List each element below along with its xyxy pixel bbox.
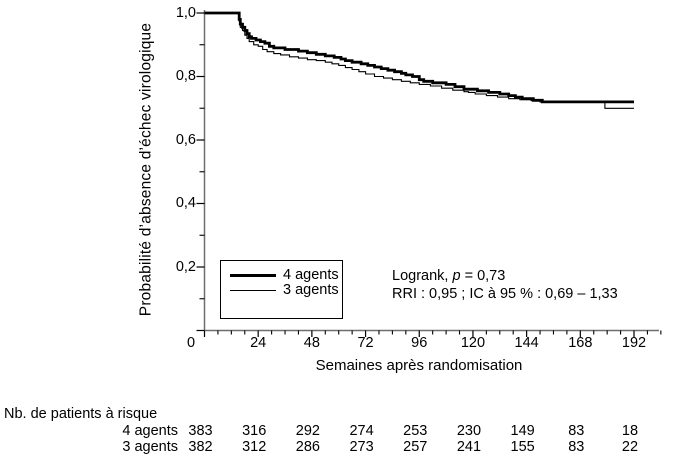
risk-count: 274 [349, 423, 374, 439]
legend-thin-line-swatch [230, 290, 276, 291]
logrank-line: Logrank, p = 0,73 [392, 268, 672, 286]
risk-count: 253 [403, 423, 428, 439]
logrank-value: = 0,73 [460, 268, 506, 284]
risk-count: 286 [295, 439, 320, 455]
risk-count: 83 [568, 423, 585, 439]
survival-curve-3-agents [204, 12, 634, 109]
y-tick-label-0,8: 0,8 [175, 68, 196, 84]
risk-table-title: Nb. de patients à risque [4, 406, 158, 422]
x-tick-label-120: 120 [460, 335, 486, 351]
y-axis-title: Probabilité d’absence d’échec virologiqu… [137, 22, 155, 317]
survival-curve-4-agents [204, 11, 634, 104]
risk-count: 230 [456, 423, 482, 439]
y-tick-label-0,4: 0,4 [175, 195, 196, 211]
x-tick-label-48: 48 [303, 335, 320, 351]
stats-annotation: Logrank, p = 0,73 RRI : 0,95 ; IC à 95 %… [392, 268, 672, 303]
legend-thick-line-swatch [230, 274, 276, 277]
risk-count: 18 [621, 423, 639, 439]
legend-item-3-agents: 3 agents [221, 283, 342, 298]
y-tick-label-1,0: 1,0 [175, 4, 196, 21]
risk-count: 83 [568, 439, 585, 455]
legend-item-4-agents: 4 agents [221, 268, 342, 283]
rri-line: RRI : 0,95 ; IC à 95 % : 0,69 – 1,33 [392, 285, 618, 302]
logrank-prefix: Logrank, [392, 268, 453, 284]
risk-count: 316 [242, 423, 267, 439]
risk-row-label-4-agents: 4 agents [122, 423, 178, 439]
legend-label-3-agents: 3 agents [283, 282, 339, 298]
risk-row-label-3-agents: 3 agents [122, 439, 178, 455]
x-tick-label-96: 96 [411, 335, 428, 351]
risk-count: 241 [456, 439, 482, 455]
x-tick-label-24: 24 [250, 335, 267, 351]
y-tick-label-0,2: 0,2 [175, 258, 196, 275]
origin-tick-label: 0 [186, 335, 196, 351]
risk-count: 155 [510, 439, 535, 455]
x-tick-label-192: 192 [621, 335, 647, 351]
p-symbol: p [452, 268, 461, 284]
x-tick-label-72: 72 [357, 335, 374, 351]
x-tick-label-168: 168 [568, 335, 593, 351]
y-tick-label-0,6: 0,6 [175, 131, 196, 148]
risk-count: 257 [403, 439, 428, 455]
risk-count: 312 [242, 439, 267, 455]
x-tick-label-144: 144 [514, 335, 539, 351]
risk-count: 292 [295, 423, 320, 439]
x-axis-title: Semaines après randomisation [315, 357, 523, 374]
risk-count: 382 [188, 439, 213, 455]
legend-label-4-agents: 4 agents [283, 267, 339, 283]
risk-count: 383 [188, 423, 213, 439]
risk-count: 149 [510, 423, 535, 439]
risk-count: 273 [349, 439, 374, 455]
risk-count: 22 [621, 439, 639, 455]
legend-box: 4 agents 3 agents [220, 260, 343, 319]
